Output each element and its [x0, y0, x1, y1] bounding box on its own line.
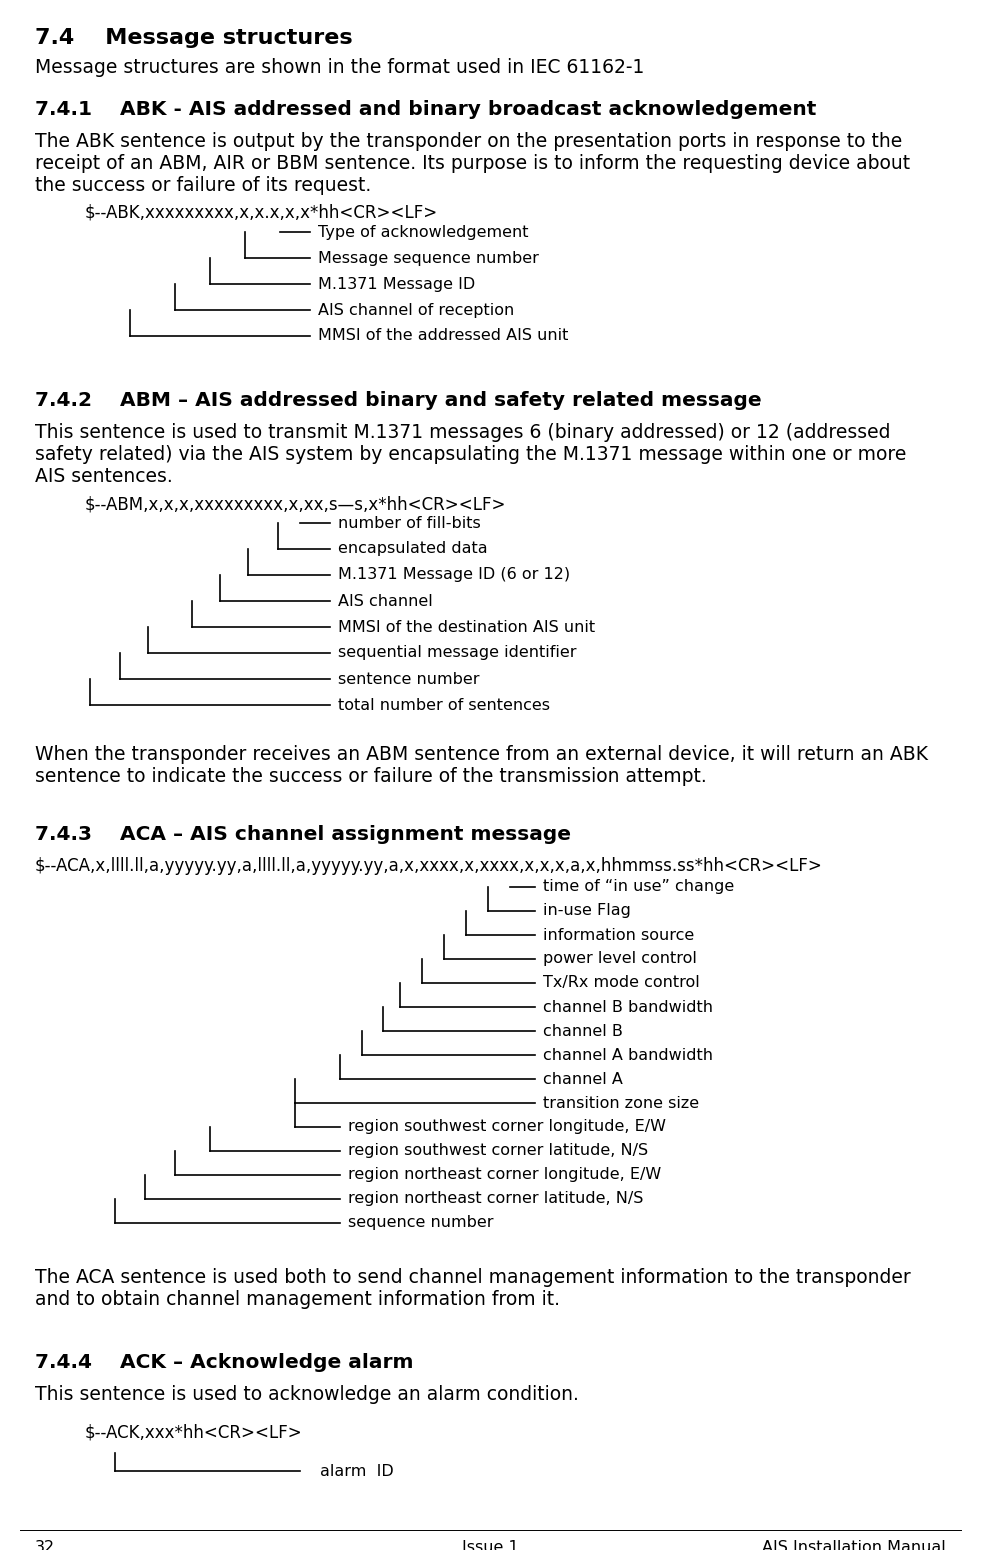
Text: $--ABM,x,x,x,xxxxxxxxx,x,xx,s—s,x*hh<CR><LF>: $--ABM,x,x,x,xxxxxxxxx,x,xx,s—s,x*hh<CR>… [85, 494, 506, 513]
Text: 32: 32 [35, 1541, 55, 1550]
Text: Message sequence number: Message sequence number [318, 251, 539, 265]
Text: channel B: channel B [543, 1023, 623, 1038]
Text: time of “in use” change: time of “in use” change [543, 879, 734, 894]
Text: M.1371 Message ID (6 or 12): M.1371 Message ID (6 or 12) [338, 567, 570, 583]
Text: Tx/Rx mode control: Tx/Rx mode control [543, 975, 699, 990]
Text: region northeast corner longitude, E/W: region northeast corner longitude, E/W [348, 1167, 661, 1183]
Text: region southwest corner longitude, E/W: region southwest corner longitude, E/W [348, 1119, 666, 1135]
Text: channel B bandwidth: channel B bandwidth [543, 1000, 713, 1015]
Text: region southwest corner latitude, N/S: region southwest corner latitude, N/S [348, 1144, 648, 1158]
Text: 7.4    Message structures: 7.4 Message structures [35, 28, 352, 48]
Text: The ACA sentence is used both to send channel management information to the tran: The ACA sentence is used both to send ch… [35, 1268, 910, 1310]
Text: AIS channel of reception: AIS channel of reception [318, 302, 514, 318]
Text: power level control: power level control [543, 952, 697, 967]
Text: 7.4.4    ACK – Acknowledge alarm: 7.4.4 ACK – Acknowledge alarm [35, 1353, 414, 1372]
Text: in-use Flag: in-use Flag [543, 904, 631, 919]
Text: transition zone size: transition zone size [543, 1096, 699, 1110]
Text: 7.4.2    ABM – AIS addressed binary and safety related message: 7.4.2 ABM – AIS addressed binary and saf… [35, 391, 761, 411]
Text: Type of acknowledgement: Type of acknowledgement [318, 225, 529, 240]
Text: encapsulated data: encapsulated data [338, 541, 488, 556]
Text: When the transponder receives an ABM sentence from an external device, it will r: When the transponder receives an ABM sen… [35, 746, 928, 786]
Text: sequential message identifier: sequential message identifier [338, 645, 577, 660]
Text: 7.4.1    ABK - AIS addressed and binary broadcast acknowledgement: 7.4.1 ABK - AIS addressed and binary bro… [35, 101, 816, 119]
Text: This sentence is used to acknowledge an alarm condition.: This sentence is used to acknowledge an … [35, 1386, 579, 1404]
Text: alarm  ID: alarm ID [320, 1463, 393, 1479]
Text: $--ACA,x,llll.ll,a,yyyyy.yy,a,llll.ll,a,yyyyy.yy,a,x,xxxx,x,xxxx,x,x,x,a,x,hhmms: $--ACA,x,llll.ll,a,yyyyy.yy,a,llll.ll,a,… [35, 857, 823, 876]
Text: The ABK sentence is output by the transponder on the presentation ports in respo: The ABK sentence is output by the transp… [35, 132, 910, 195]
Text: Message structures are shown in the format used in IEC 61162-1: Message structures are shown in the form… [35, 57, 645, 78]
Text: 7.4.3    ACA – AIS channel assignment message: 7.4.3 ACA – AIS channel assignment messa… [35, 825, 571, 845]
Text: AIS channel: AIS channel [338, 594, 433, 609]
Text: MMSI of the addressed AIS unit: MMSI of the addressed AIS unit [318, 329, 568, 344]
Text: number of fill-bits: number of fill-bits [338, 516, 481, 530]
Text: total number of sentences: total number of sentences [338, 698, 550, 713]
Text: This sentence is used to transmit M.1371 messages 6 (binary addressed) or 12 (ad: This sentence is used to transmit M.1371… [35, 423, 906, 487]
Text: sequence number: sequence number [348, 1215, 493, 1231]
Text: AIS Installation Manual: AIS Installation Manual [762, 1541, 946, 1550]
Text: region northeast corner latitude, N/S: region northeast corner latitude, N/S [348, 1192, 644, 1206]
Text: channel A bandwidth: channel A bandwidth [543, 1048, 713, 1062]
Text: sentence number: sentence number [338, 671, 480, 687]
Text: $--ACK,xxx*hh<CR><LF>: $--ACK,xxx*hh<CR><LF> [85, 1423, 303, 1442]
Text: MMSI of the destination AIS unit: MMSI of the destination AIS unit [338, 620, 595, 634]
Text: information source: information source [543, 927, 695, 942]
Text: M.1371 Message ID: M.1371 Message ID [318, 276, 475, 291]
Text: channel A: channel A [543, 1071, 623, 1087]
Text: Issue 1: Issue 1 [462, 1541, 518, 1550]
Text: $--ABK,xxxxxxxxx,x,x.x,x,x*hh<CR><LF>: $--ABK,xxxxxxxxx,x,x.x,x,x*hh<CR><LF> [85, 205, 439, 222]
